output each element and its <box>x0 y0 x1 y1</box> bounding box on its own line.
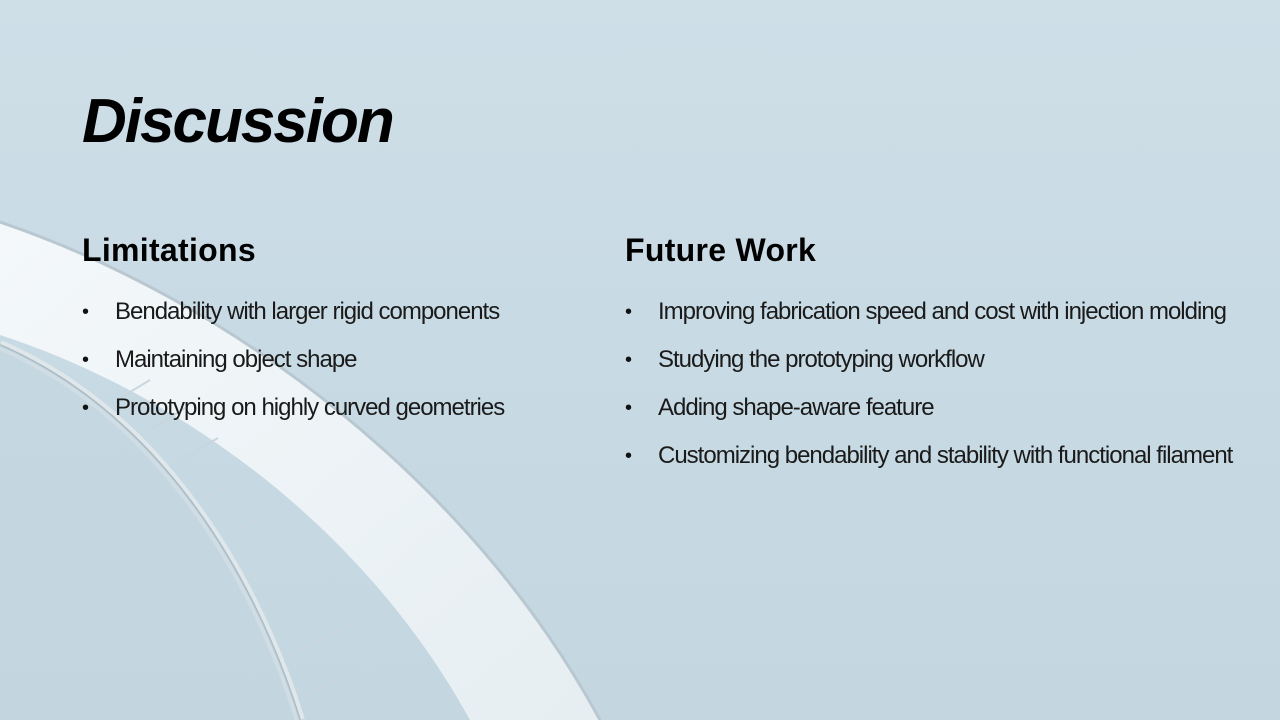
list-item: • Bendability with larger rigid componen… <box>82 298 582 346</box>
list-item-text: Adding shape-aware feature <box>658 394 935 421</box>
future-work-section: Future Work • Improving fabrication spee… <box>625 230 1265 490</box>
bullet-icon: • <box>625 301 632 323</box>
future-work-heading: Future Work <box>625 232 817 268</box>
list-item: • Improving fabrication speed and cost w… <box>625 298 1265 346</box>
list-item: • Adding shape-aware feature <box>625 394 1265 442</box>
list-item-text: Studying the prototyping workflow <box>658 346 985 373</box>
limitations-list: • Bendability with larger rigid componen… <box>82 298 582 442</box>
limitations-heading: Limitations <box>82 232 256 268</box>
bullet-icon: • <box>82 301 89 323</box>
list-item-text: Improving fabrication speed and cost wit… <box>658 298 1227 325</box>
future-work-list: • Improving fabrication speed and cost w… <box>625 298 1265 490</box>
bullet-icon: • <box>625 397 632 419</box>
bullet-icon: • <box>82 397 89 419</box>
list-item: • Customizing bendability and stability … <box>625 442 1265 490</box>
list-item: • Prototyping on highly curved geometrie… <box>82 394 582 442</box>
list-item-text: Bendability with larger rigid components <box>115 298 500 325</box>
list-item-text: Prototyping on highly curved geometries <box>115 394 505 421</box>
bullet-icon: • <box>82 349 89 371</box>
bullet-icon: • <box>625 445 632 467</box>
list-item-text: Maintaining object shape <box>115 346 358 373</box>
limitations-section: Limitations • Bendability with larger ri… <box>82 230 582 442</box>
slide-title: Discussion <box>82 87 395 156</box>
list-item-text: Customizing bendability and stability wi… <box>658 442 1233 469</box>
list-item: • Studying the prototyping workflow <box>625 346 1265 394</box>
list-item: • Maintaining object shape <box>82 346 582 394</box>
bullet-icon: • <box>625 349 632 371</box>
